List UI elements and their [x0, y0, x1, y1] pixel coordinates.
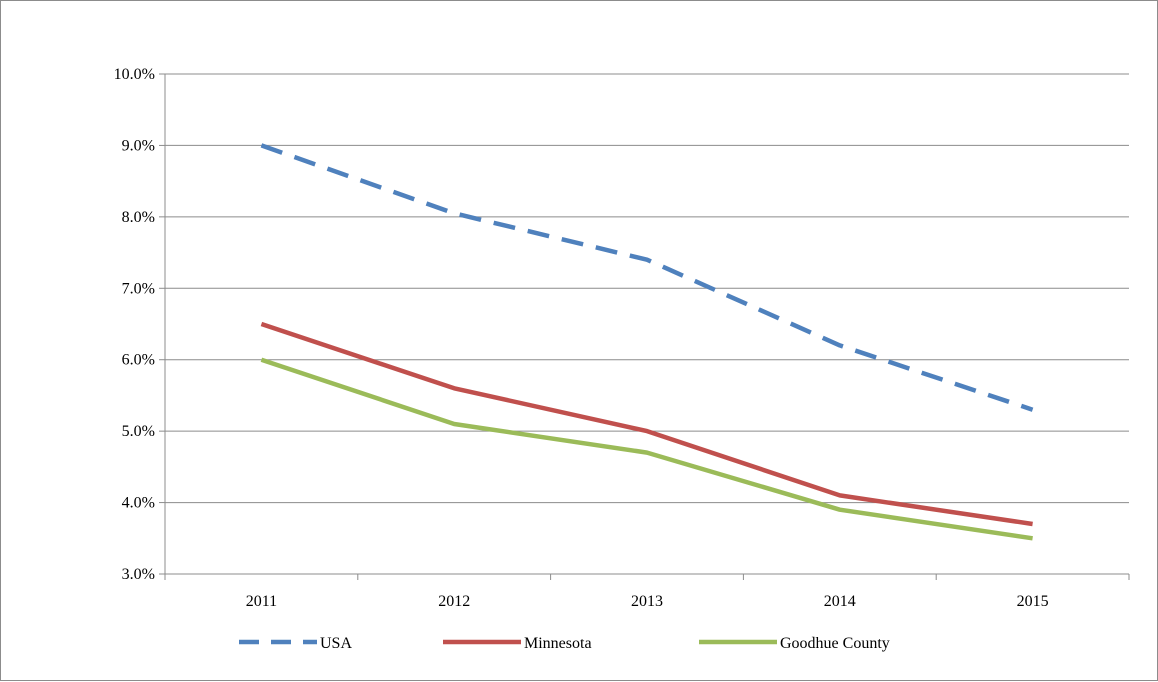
- legend-label: Goodhue County: [780, 635, 890, 652]
- x-tick-label: 2015: [1017, 593, 1049, 610]
- y-tick-label: 5.0%: [122, 423, 155, 440]
- series-line-goodhue-county: [260, 357, 1033, 541]
- y-tick-label: 3.0%: [122, 566, 155, 583]
- y-tick-label: 4.0%: [122, 495, 155, 512]
- series-line-minnesota: [260, 321, 1033, 527]
- legend-label: Minnesota: [524, 635, 592, 652]
- y-tick-label: 8.0%: [122, 209, 155, 226]
- axes: 3.0% 4.0% 5.0% 6.0% 7.0% 8.0% 9.0% 10.0% 2011 201…: [114, 66, 1130, 610]
- y-tick-label: 7.0%: [122, 280, 155, 297]
- legend-label: USA: [320, 635, 352, 652]
- series-line-usa: [260, 143, 1034, 412]
- y-tick-label: 6.0%: [122, 352, 155, 369]
- x-tick-label: 2014: [824, 593, 856, 610]
- legend: USA Minnesota Goodhue County: [239, 635, 890, 652]
- x-tick-label: 2011: [246, 593, 277, 610]
- y-tick-label: 10.0%: [114, 66, 155, 83]
- x-tick-label: 2013: [631, 593, 663, 610]
- y-tick-label: 9.0%: [122, 137, 155, 154]
- series-lines: [260, 143, 1034, 541]
- gridlines: [165, 73, 1129, 504]
- x-tick-label: 2012: [438, 593, 470, 610]
